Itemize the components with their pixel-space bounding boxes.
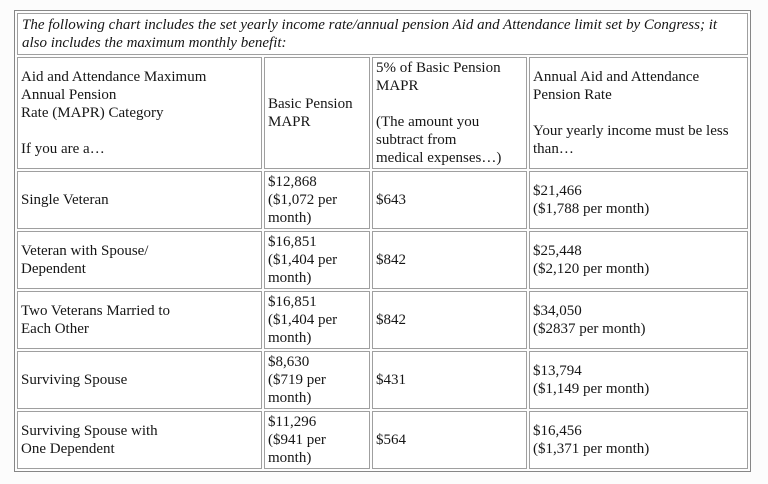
table-row-surviving-spouse-one-dependent: Surviving Spouse with One Dependent $11,… xyxy=(17,411,749,469)
cell-basic-mapr: $11,296 ($941 per month) xyxy=(264,411,370,469)
cell-category: Two Veterans Married to Each Other xyxy=(17,291,262,349)
cell-five-percent: $842 xyxy=(372,231,527,289)
table-row-veteran-with-spouse: Veteran with Spouse/ Dependent $16,851 (… xyxy=(17,231,749,289)
cell-category: Single Veteran xyxy=(17,171,262,229)
cell-five-percent: $643 xyxy=(372,171,527,229)
table-row-two-veterans-married: Two Veterans Married to Each Other $16,8… xyxy=(17,291,749,349)
pension-rate-table-container: The following chart includes the set yea… xyxy=(14,10,752,472)
cell-category: Surviving Spouse with One Dependent xyxy=(17,411,262,469)
intro-row: The following chart includes the set yea… xyxy=(17,13,749,55)
table-row-surviving-spouse: Surviving Spouse $8,630 ($719 per month)… xyxy=(17,351,749,409)
cell-annual-rate: $21,466 ($1,788 per month) xyxy=(529,171,749,229)
cell-five-percent: $842 xyxy=(372,291,527,349)
cell-basic-mapr: $12,868 ($1,072 per month) xyxy=(264,171,370,229)
header-basic-mapr: Basic Pension MAPR xyxy=(264,57,370,169)
table-row-single-veteran: Single Veteran $12,868 ($1,072 per month… xyxy=(17,171,749,229)
cell-basic-mapr: $16,851 ($1,404 per month) xyxy=(264,291,370,349)
cell-annual-rate: $34,050 ($2837 per month) xyxy=(529,291,749,349)
header-category: Aid and Attendance Maximum Annual Pensio… xyxy=(17,57,262,169)
cell-five-percent: $564 xyxy=(372,411,527,469)
intro-note: The following chart includes the set yea… xyxy=(17,13,749,55)
cell-annual-rate: $13,794 ($1,149 per month) xyxy=(529,351,749,409)
mapr-table: The following chart includes the set yea… xyxy=(14,10,752,472)
cell-annual-rate: $25,448 ($2,120 per month) xyxy=(529,231,749,289)
header-row: Aid and Attendance Maximum Annual Pensio… xyxy=(17,57,749,169)
cell-category: Veteran with Spouse/ Dependent xyxy=(17,231,262,289)
cell-category: Surviving Spouse xyxy=(17,351,262,409)
cell-annual-rate: $16,456 ($1,371 per month) xyxy=(529,411,749,469)
cell-basic-mapr: $8,630 ($719 per month) xyxy=(264,351,370,409)
header-annual-rate: Annual Aid and Attendance Pension Rate Y… xyxy=(529,57,749,169)
header-five-percent-mapr: 5% of Basic Pension MAPR (The amount you… xyxy=(372,57,527,169)
cell-five-percent: $431 xyxy=(372,351,527,409)
cell-basic-mapr: $16,851 ($1,404 per month) xyxy=(264,231,370,289)
